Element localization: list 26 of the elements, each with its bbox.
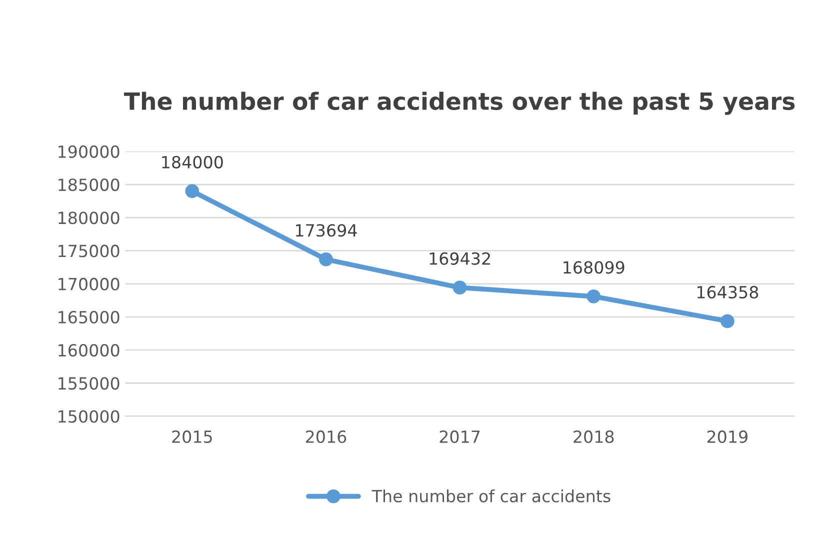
x-tick-label: 2015 <box>172 430 212 444</box>
y-tick-label: 180000 <box>58 212 120 224</box>
x-tick-label: 2019 <box>707 430 748 444</box>
point <box>452 280 467 295</box>
data-label: 173694 <box>296 224 357 237</box>
legend-label: The number of car accidents <box>372 489 610 502</box>
y-tick-label: 185000 <box>58 178 120 192</box>
y-tick-label: 155000 <box>58 377 120 390</box>
y-tick-label: 160000 <box>58 344 120 357</box>
point <box>720 314 734 328</box>
y-tick-label: 175000 <box>58 244 120 258</box>
data-label: 168099 <box>564 261 624 274</box>
y-tick-label: 170000 <box>58 278 120 290</box>
data-label: 169432 <box>430 252 490 265</box>
y-tick-label: 190000 <box>58 145 120 158</box>
point <box>319 252 333 266</box>
chart-title: The number of car accidents over the past 5 years <box>124 92 795 115</box>
point <box>185 184 200 198</box>
y-tick-label: 165000 <box>58 310 120 324</box>
x-tick-label: 2016 <box>306 430 346 444</box>
x-tick-label: 2017 <box>440 430 480 444</box>
data-label: 184000 <box>162 156 223 168</box>
x-tick-label: 2018 <box>574 430 614 444</box>
y-tick-label: 150000 <box>58 410 120 423</box>
point <box>586 289 601 304</box>
data-label: 164358 <box>697 286 758 298</box>
